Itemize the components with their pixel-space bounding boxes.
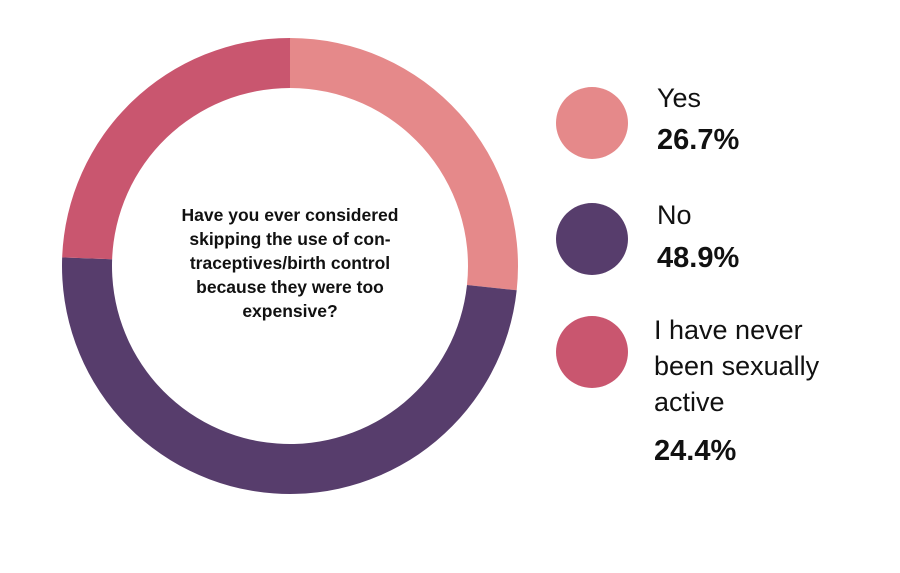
donut-slice-yes bbox=[290, 38, 518, 291]
donut-slice-never-active bbox=[62, 38, 290, 260]
legend-value-yes: 26.7% bbox=[657, 124, 740, 156]
chart-title: Have you ever considered skipping the us… bbox=[181, 205, 399, 321]
legend-label-never-active: I have never been sexually active bbox=[654, 315, 820, 417]
legend-value-no: 48.9% bbox=[657, 242, 740, 274]
legend-label-yes: Yes bbox=[657, 83, 702, 113]
legend-swatch-no bbox=[556, 203, 628, 275]
legend-swatch-yes bbox=[556, 87, 628, 159]
legend-swatch-never-active bbox=[556, 316, 628, 388]
legend-label-no: No bbox=[657, 200, 692, 230]
donut-slice-no bbox=[61, 257, 517, 494]
legend-value-never-active: 24.4% bbox=[654, 435, 737, 467]
